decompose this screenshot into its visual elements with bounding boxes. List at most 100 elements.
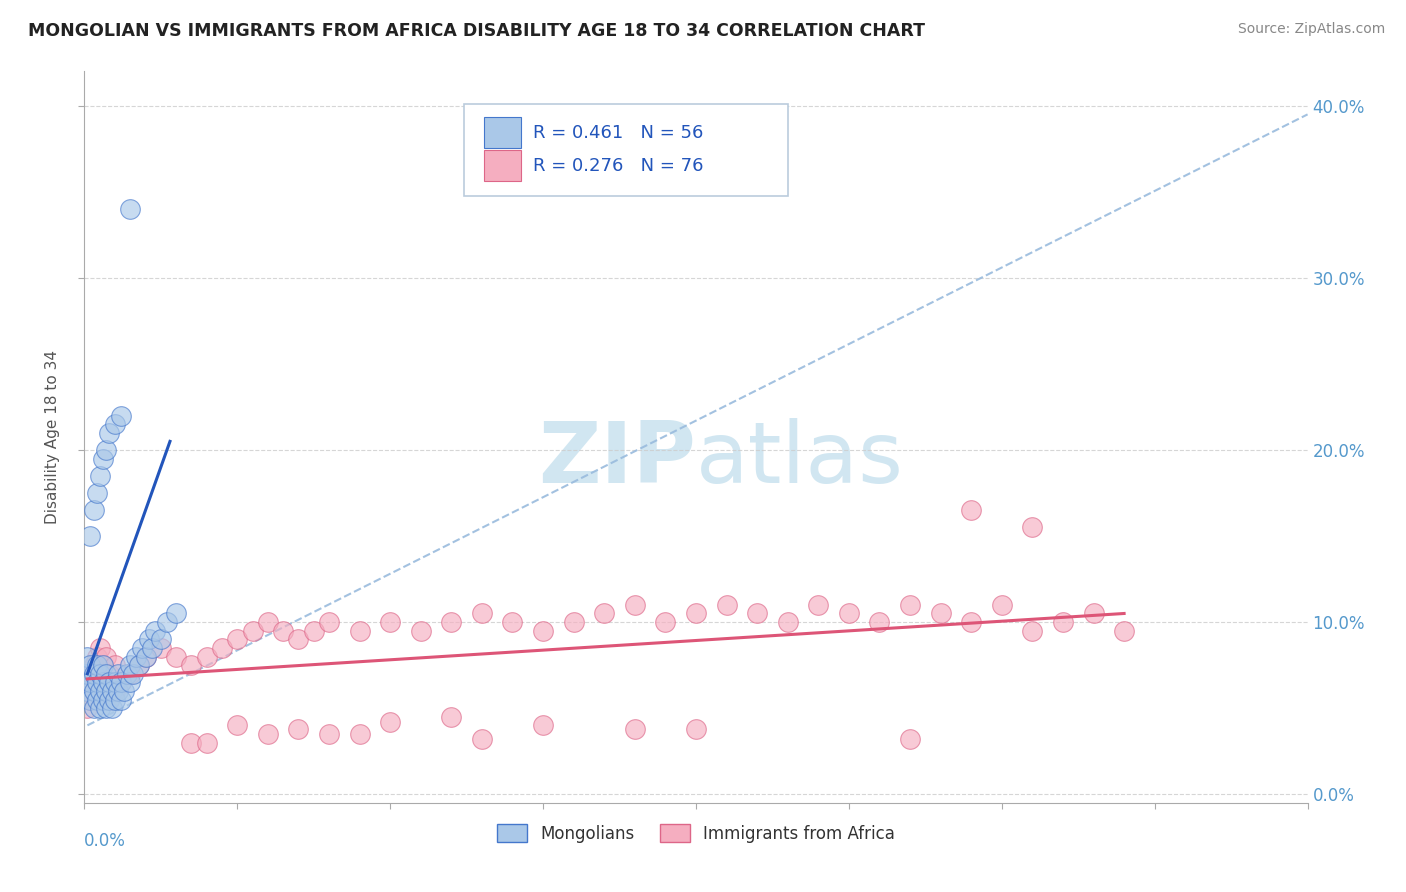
- Point: [226, 718, 249, 732]
- Point: [91, 675, 114, 690]
- Point: [141, 640, 163, 655]
- Point: [440, 615, 463, 629]
- Point: [83, 666, 105, 681]
- Point: [318, 615, 340, 629]
- Point: [104, 417, 127, 432]
- Text: atlas: atlas: [696, 417, 904, 500]
- Point: [110, 675, 132, 690]
- Point: [138, 632, 160, 647]
- Point: [471, 607, 494, 621]
- Point: [83, 684, 105, 698]
- Point: [83, 503, 105, 517]
- Point: [143, 624, 166, 638]
- Point: [86, 675, 108, 690]
- Point: [624, 722, 647, 736]
- Point: [91, 658, 114, 673]
- Y-axis label: Disability Age 18 to 34: Disability Age 18 to 34: [45, 350, 60, 524]
- Legend: Mongolians, Immigrants from Africa: Mongolians, Immigrants from Africa: [491, 817, 901, 849]
- Point: [107, 684, 129, 698]
- Point: [120, 658, 142, 673]
- Point: [104, 658, 127, 673]
- Point: [747, 607, 769, 621]
- Point: [79, 675, 101, 690]
- Point: [91, 684, 114, 698]
- Point: [149, 632, 172, 647]
- Point: [531, 624, 554, 638]
- Point: [91, 451, 114, 466]
- Text: MONGOLIAN VS IMMIGRANTS FROM AFRICA DISABILITY AGE 18 TO 34 CORRELATION CHART: MONGOLIAN VS IMMIGRANTS FROM AFRICA DISA…: [28, 22, 925, 40]
- Point: [776, 615, 799, 629]
- Text: 0.0%: 0.0%: [84, 832, 127, 850]
- Point: [110, 675, 132, 690]
- Point: [898, 732, 921, 747]
- Point: [83, 684, 105, 698]
- Point: [97, 675, 120, 690]
- Text: R = 0.276   N = 76: R = 0.276 N = 76: [533, 157, 704, 175]
- Point: [1021, 624, 1043, 638]
- Point: [440, 710, 463, 724]
- Point: [1021, 520, 1043, 534]
- Point: [76, 684, 98, 698]
- Point: [120, 202, 142, 216]
- Point: [79, 666, 101, 681]
- Point: [97, 692, 120, 706]
- Point: [97, 692, 120, 706]
- Point: [318, 727, 340, 741]
- Point: [115, 666, 138, 681]
- Point: [91, 658, 114, 673]
- Point: [110, 692, 132, 706]
- Point: [120, 675, 142, 690]
- Point: [94, 442, 117, 457]
- Point: [149, 640, 172, 655]
- Point: [122, 666, 145, 681]
- Point: [94, 675, 117, 690]
- Point: [89, 468, 111, 483]
- Point: [180, 658, 202, 673]
- Point: [89, 684, 111, 698]
- Point: [86, 658, 108, 673]
- Point: [86, 486, 108, 500]
- Bar: [484, 151, 522, 181]
- Point: [685, 607, 707, 621]
- Point: [76, 701, 98, 715]
- Point: [97, 666, 120, 681]
- Point: [86, 649, 108, 664]
- Point: [128, 658, 150, 673]
- Point: [76, 649, 98, 664]
- Point: [991, 598, 1014, 612]
- Point: [135, 649, 157, 664]
- Point: [380, 615, 402, 629]
- Point: [125, 649, 148, 664]
- Point: [89, 640, 111, 655]
- Point: [502, 615, 524, 629]
- Point: [104, 684, 127, 698]
- Point: [960, 503, 983, 517]
- Point: [91, 692, 114, 706]
- Point: [101, 701, 124, 715]
- Point: [287, 722, 309, 736]
- Point: [1052, 615, 1074, 629]
- Bar: [484, 118, 522, 148]
- Point: [110, 409, 132, 423]
- Point: [79, 658, 101, 673]
- Point: [135, 649, 157, 664]
- Point: [195, 649, 218, 664]
- Point: [869, 615, 891, 629]
- Point: [409, 624, 432, 638]
- Point: [226, 632, 249, 647]
- Point: [471, 732, 494, 747]
- Point: [349, 727, 371, 741]
- Point: [271, 624, 294, 638]
- Point: [79, 529, 101, 543]
- Point: [257, 615, 280, 629]
- Point: [165, 649, 187, 664]
- Point: [94, 649, 117, 664]
- FancyBboxPatch shape: [464, 104, 787, 195]
- Point: [86, 692, 108, 706]
- Point: [838, 607, 860, 621]
- Text: Source: ZipAtlas.com: Source: ZipAtlas.com: [1237, 22, 1385, 37]
- Point: [94, 666, 117, 681]
- Point: [76, 675, 98, 690]
- Point: [654, 615, 676, 629]
- Point: [593, 607, 616, 621]
